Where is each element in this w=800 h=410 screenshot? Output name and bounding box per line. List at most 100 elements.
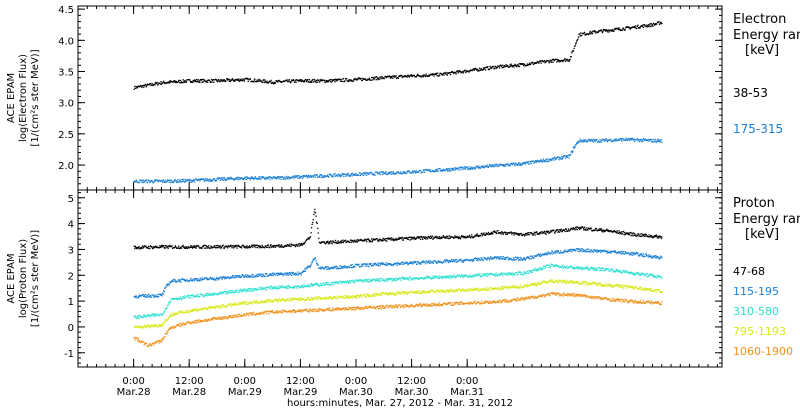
data-point xyxy=(138,294,140,296)
data-point xyxy=(380,263,382,265)
data-point xyxy=(531,233,533,235)
data-point xyxy=(350,266,353,269)
data-point xyxy=(616,230,619,232)
data-point xyxy=(517,162,520,164)
data-point xyxy=(158,247,160,249)
data-point xyxy=(575,42,577,44)
data-point xyxy=(591,267,594,270)
data-point xyxy=(163,312,165,315)
data-point xyxy=(539,253,541,255)
data-point xyxy=(354,266,356,268)
data-point xyxy=(446,235,448,237)
data-point xyxy=(353,282,355,284)
data-point xyxy=(145,316,148,318)
data-point xyxy=(564,230,566,233)
data-point xyxy=(320,176,322,179)
data-point xyxy=(502,64,504,66)
data-point xyxy=(554,232,556,234)
data-point xyxy=(517,164,519,166)
data-point xyxy=(606,141,609,143)
data-point xyxy=(578,267,581,270)
legend-title: [keV] xyxy=(745,43,779,58)
data-point xyxy=(192,294,194,296)
data-point xyxy=(385,170,387,173)
data-point xyxy=(580,139,582,142)
data-point xyxy=(296,175,298,177)
data-point xyxy=(598,228,600,230)
data-point xyxy=(502,256,505,258)
data-point xyxy=(336,281,338,283)
data-point xyxy=(545,159,547,161)
data-point xyxy=(504,272,506,274)
data-point xyxy=(471,259,473,262)
data-point xyxy=(448,277,450,279)
data-point xyxy=(471,258,473,261)
data-point xyxy=(308,80,310,83)
data-point xyxy=(338,242,340,244)
data-point xyxy=(381,239,383,241)
data-point xyxy=(645,25,647,28)
data-point xyxy=(389,77,392,79)
data-point xyxy=(463,260,465,262)
data-point xyxy=(180,81,183,83)
data-point xyxy=(636,234,639,237)
data-point xyxy=(567,267,569,269)
data-point xyxy=(138,314,140,317)
data-point xyxy=(486,164,488,166)
data-point xyxy=(368,278,370,280)
data-point xyxy=(602,28,605,31)
data-point xyxy=(258,275,260,277)
data-point xyxy=(314,257,317,259)
data-point xyxy=(230,276,232,278)
data-point xyxy=(297,274,299,276)
data-point xyxy=(368,79,370,81)
data-point xyxy=(493,274,496,276)
data-point xyxy=(555,263,557,266)
y-tick-label: 4 xyxy=(68,220,74,231)
data-point xyxy=(154,84,156,86)
data-point xyxy=(282,176,284,178)
data-point xyxy=(192,246,194,248)
data-point xyxy=(299,242,301,245)
data-point xyxy=(154,294,156,296)
data-point xyxy=(518,63,520,65)
data-point xyxy=(247,275,249,277)
data-point xyxy=(350,79,352,81)
data-point xyxy=(592,30,594,32)
data-point xyxy=(498,65,500,68)
y-tick-label: 4.5 xyxy=(58,5,74,16)
data-point xyxy=(189,279,192,281)
data-point xyxy=(473,167,476,169)
data-point xyxy=(464,167,467,169)
data-point xyxy=(587,268,590,270)
data-point xyxy=(417,277,419,279)
data-point xyxy=(468,167,471,170)
data-point xyxy=(164,247,166,249)
data-point xyxy=(620,250,622,253)
data-point xyxy=(518,233,520,235)
data-point xyxy=(222,244,224,246)
data-point xyxy=(581,34,583,37)
data-point xyxy=(632,235,634,237)
data-point xyxy=(250,275,253,277)
data-point xyxy=(622,27,625,29)
data-point xyxy=(370,240,372,243)
data-point xyxy=(453,260,456,263)
data-point xyxy=(576,267,578,269)
data-point xyxy=(640,138,642,141)
data-point xyxy=(233,275,235,277)
data-point xyxy=(552,61,554,63)
data-point xyxy=(552,58,555,61)
data-point xyxy=(233,79,235,81)
data-point xyxy=(285,245,288,247)
data-point xyxy=(183,80,185,82)
data-point xyxy=(578,247,580,250)
data-point xyxy=(256,274,258,276)
data-point xyxy=(164,82,166,85)
data-point xyxy=(582,139,584,141)
data-point xyxy=(401,237,403,240)
data-point xyxy=(176,181,179,183)
data-point xyxy=(606,139,608,142)
data-point xyxy=(436,237,438,239)
y-tick-label: -1 xyxy=(64,349,74,360)
